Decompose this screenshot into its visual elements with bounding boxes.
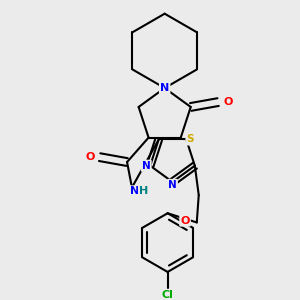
Text: N: N (130, 186, 140, 197)
Text: O: O (85, 152, 94, 162)
Text: H: H (139, 186, 148, 197)
Text: N: N (168, 180, 177, 190)
Text: O: O (180, 215, 190, 226)
Text: N: N (160, 83, 169, 93)
Text: Cl: Cl (162, 290, 173, 300)
Text: N: N (142, 161, 151, 171)
Text: O: O (223, 97, 232, 107)
Text: S: S (187, 134, 194, 145)
